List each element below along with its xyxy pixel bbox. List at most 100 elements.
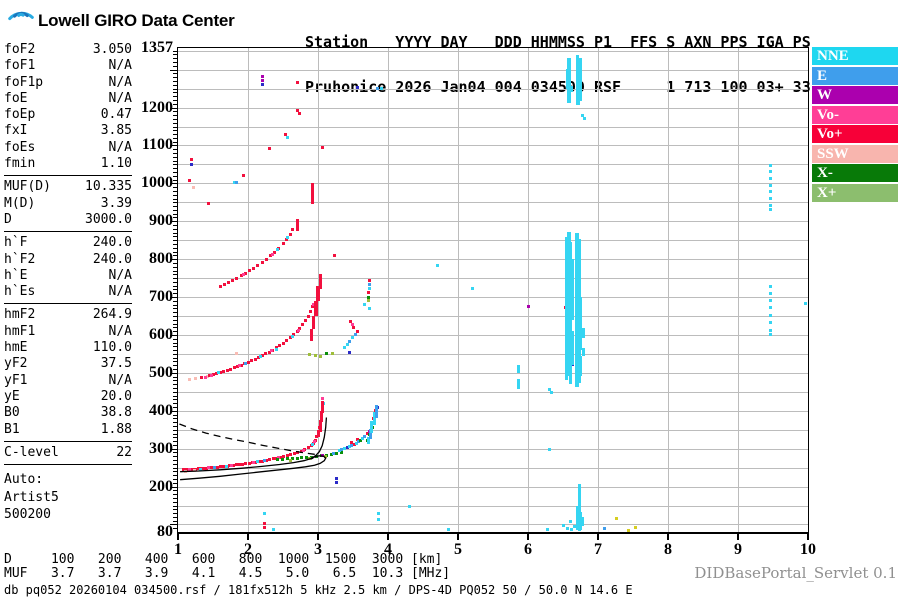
- data-bar: [571, 331, 575, 366]
- param-value: 20.0: [100, 388, 132, 404]
- grid-line-h: [178, 467, 808, 469]
- data-point: [216, 465, 220, 469]
- data-point: [303, 319, 307, 322]
- y-axis-tick: [173, 501, 178, 503]
- y-axis-tick: [170, 107, 178, 109]
- data-point: [187, 179, 191, 183]
- y-axis-tick: [173, 418, 178, 420]
- y-axis-tick: [170, 448, 178, 450]
- param-label: h`Es: [4, 284, 36, 300]
- grid-line-h: [178, 391, 808, 393]
- panel-divider: [4, 231, 132, 233]
- data-point: [769, 313, 773, 317]
- data-bar: [566, 57, 571, 103]
- data-point: [335, 480, 339, 484]
- y-axis-tick: [173, 92, 178, 94]
- data-point: [256, 460, 260, 464]
- station-header: Station YYYY DAY DDD HHMMSS P1 FFS S AXN…: [305, 5, 811, 110]
- param-row: h`F 240.0: [4, 235, 132, 251]
- param-value: 37.5: [100, 356, 132, 372]
- data-point: [769, 163, 773, 167]
- y-axis-tick: [173, 96, 178, 98]
- y-axis-label: 500: [149, 363, 173, 381]
- data-bar: [320, 410, 323, 423]
- x-axis-label: 8: [664, 541, 672, 558]
- data-point: [238, 364, 242, 368]
- data-point: [355, 330, 359, 334]
- panel-divider: [4, 440, 132, 442]
- data-point: [550, 391, 554, 395]
- data-point: [285, 136, 289, 140]
- panel-divider: [4, 464, 132, 466]
- data-point: [769, 170, 773, 174]
- data-point: [267, 350, 271, 354]
- data-bar: [579, 355, 583, 376]
- muf-row: MUF 3.7 3.7 3.9 4.1 4.5 5.0 6.5 10.3 [MH…: [4, 566, 451, 581]
- data-point: [244, 361, 248, 365]
- y-axis-tick: [173, 225, 178, 226]
- param-value: 38.8: [100, 405, 132, 421]
- data-point: [313, 354, 317, 358]
- param-row: B0 38.8: [4, 405, 132, 421]
- data-bar: [316, 429, 320, 438]
- data-point: [546, 528, 550, 532]
- y-axis-tick: [170, 221, 178, 223]
- x-axis-tick: [387, 534, 389, 540]
- y-axis-label: 1100: [141, 136, 173, 154]
- data-point: [626, 529, 630, 532]
- data-bar: [578, 57, 582, 101]
- data-bar: [571, 259, 575, 320]
- data-point: [298, 326, 302, 330]
- data-point: [206, 202, 210, 206]
- param-row: C-level 22: [4, 445, 132, 461]
- servlet-version-label: DIDBasePortal_Servlet 0.1: [694, 564, 897, 582]
- data-point: [288, 336, 292, 340]
- grid-line-h: [178, 429, 808, 431]
- data-point: [583, 117, 587, 121]
- x-axis-label: 1: [174, 541, 182, 558]
- y-axis-tick: [173, 342, 178, 344]
- y-axis-tick: [173, 236, 178, 238]
- y-axis-tick: [173, 391, 178, 393]
- y-axis-tick: [173, 247, 178, 249]
- data-point: [300, 456, 304, 460]
- data-point: [331, 452, 335, 456]
- y-axis-tick: [173, 156, 178, 158]
- data-point: [244, 462, 248, 466]
- param-value: N/A: [108, 372, 132, 388]
- y-axis-tick: [173, 338, 178, 340]
- x-axis-label: 7: [594, 541, 602, 558]
- data-point: [299, 449, 303, 453]
- y-axis-tick: [173, 240, 178, 242]
- data-point: [345, 446, 349, 450]
- data-point: [207, 466, 211, 470]
- data-point: [769, 333, 773, 337]
- data-point: [261, 459, 265, 463]
- data-point: [285, 339, 288, 343]
- y-axis-tick: [173, 149, 178, 151]
- data-point: [224, 464, 228, 468]
- y-axis-tick: [173, 118, 178, 120]
- data-point: [295, 456, 299, 460]
- y-axis-tick: [173, 270, 178, 272]
- data-point: [319, 355, 323, 359]
- data-point: [296, 109, 300, 112]
- param-label: hmF1: [4, 323, 36, 339]
- data-point: [323, 454, 327, 458]
- x-axis-label: 10: [800, 541, 816, 558]
- data-point: [547, 447, 551, 451]
- autoscaler-line: 500200: [4, 507, 51, 523]
- param-row: hmF2 264.9: [4, 307, 132, 323]
- param-label: fmin: [4, 156, 36, 172]
- data-point: [804, 302, 808, 306]
- data-point: [310, 455, 314, 459]
- data-point: [260, 74, 264, 78]
- y-axis-tick: [173, 153, 178, 154]
- legend-item-vo+: Vo+: [812, 125, 898, 143]
- data-bar: [517, 365, 521, 374]
- y-axis-tick: [173, 528, 178, 530]
- grid-line-h: [178, 221, 808, 223]
- y-axis-tick: [173, 202, 178, 204]
- data-point: [352, 442, 356, 446]
- y-axis-label: 600: [149, 325, 173, 343]
